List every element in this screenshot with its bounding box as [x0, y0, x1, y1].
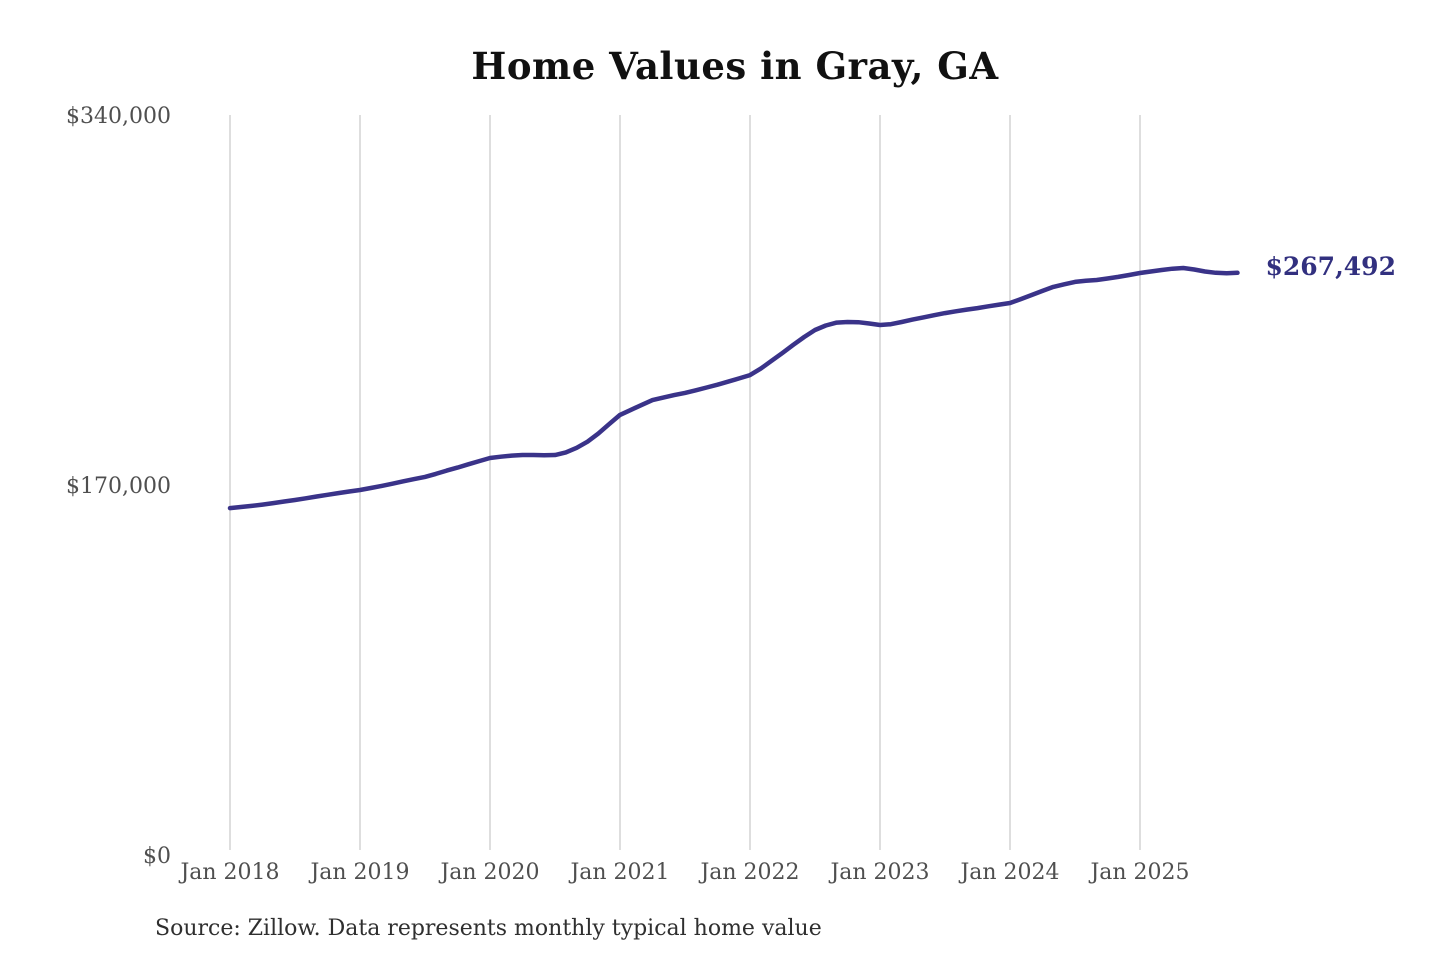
x-axis-label: Jan 2025 — [1088, 860, 1189, 885]
x-axis-labels-group: Jan 2018 Jan 2019 Jan 2020 Jan 2021 Jan 2022… — [178, 860, 1189, 885]
y-axis-label: $170,000 — [66, 474, 171, 499]
x-axis-label: Jan 2019 — [308, 860, 409, 885]
x-axis-label: Jan 2024 — [958, 860, 1059, 885]
x-axis-label: Jan 2023 — [828, 860, 929, 885]
y-axis-label: $340,000 — [66, 104, 171, 129]
y-axis-label: $0 — [143, 844, 171, 869]
x-axis-label: Jan 2020 — [438, 860, 539, 885]
x-axis-label: Jan 2022 — [698, 860, 799, 885]
x-axis-label: Jan 2021 — [568, 860, 669, 885]
gridlines-group — [229, 115, 1141, 850]
x-axis-label: Jan 2018 — [178, 860, 279, 885]
home-value-line-series — [227, 265, 1240, 511]
y-axis-labels-group: $0 $170,000 $340,000 — [66, 104, 171, 869]
chart-title: Home Values in Gray, GA — [471, 44, 999, 88]
latest-value-label: $267,492 — [1266, 252, 1396, 281]
source-note: Source: Zillow. Data represents monthly … — [155, 916, 822, 941]
